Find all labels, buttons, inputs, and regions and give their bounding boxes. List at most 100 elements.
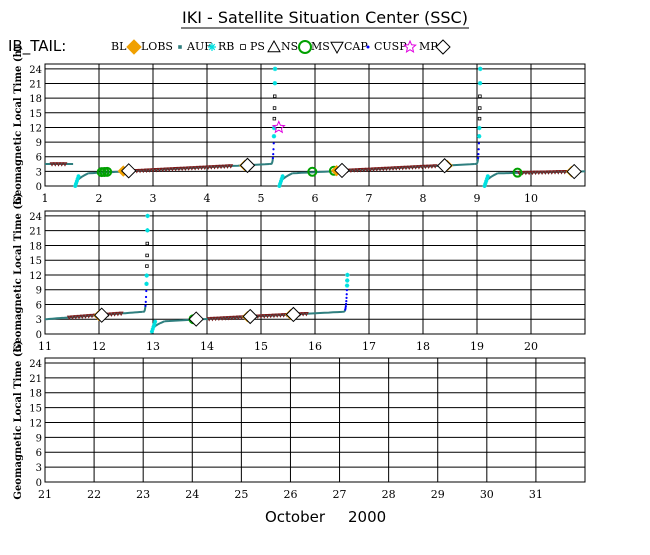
ms-point bbox=[112, 312, 118, 317]
legend-label-auf: AUF bbox=[186, 40, 212, 53]
auf-point bbox=[278, 181, 283, 186]
rb-point bbox=[145, 241, 149, 246]
auf-point bbox=[477, 125, 482, 131]
ms-point bbox=[390, 166, 396, 171]
ms-point bbox=[348, 168, 354, 173]
ms-point bbox=[546, 170, 551, 175]
ms-point bbox=[59, 162, 65, 167]
ms-point bbox=[76, 314, 82, 320]
ms-point bbox=[195, 165, 201, 171]
ms-point bbox=[206, 317, 212, 322]
ms-point bbox=[268, 313, 274, 319]
x-tick-label: 12 bbox=[92, 340, 106, 353]
cap-point bbox=[477, 148, 480, 151]
auf-point bbox=[144, 273, 149, 278]
ms-point bbox=[387, 166, 393, 171]
cap-point bbox=[345, 299, 348, 303]
ms-point bbox=[258, 314, 264, 319]
y-tick-label: 3 bbox=[36, 167, 42, 178]
x-tick-label: 31 bbox=[529, 488, 543, 501]
mp-marker bbox=[566, 163, 582, 180]
footer-year: 2000 bbox=[348, 508, 386, 526]
x-tick-label: 11 bbox=[38, 340, 52, 353]
ms-point bbox=[303, 311, 309, 317]
markers bbox=[96, 120, 582, 180]
ms-point bbox=[192, 166, 198, 171]
y-tick-label: 12 bbox=[29, 123, 42, 134]
auf-point bbox=[76, 174, 81, 179]
legend-symbol-ms bbox=[330, 41, 344, 55]
ms-point bbox=[229, 315, 235, 321]
cap-point bbox=[144, 304, 147, 307]
page-title: IKI - Satellite Situation Center (SSC) bbox=[182, 8, 468, 27]
cap-point bbox=[477, 153, 480, 156]
y-tick-label: 9 bbox=[36, 286, 42, 297]
ms-point bbox=[218, 164, 224, 170]
ms-point bbox=[526, 170, 532, 176]
ms-point bbox=[371, 167, 377, 172]
legend-label-rb: RB bbox=[218, 40, 234, 53]
ms-point bbox=[163, 167, 169, 172]
y-axis-label: Geomagnetic Local Time (h) bbox=[13, 193, 24, 352]
orbit-1 bbox=[45, 162, 74, 167]
ms-point bbox=[261, 314, 267, 319]
x-tick-label: 14 bbox=[200, 340, 214, 353]
panel-3: 0 3 6 9 12 15 18 21 24 21 22 23 24 25 26 27 28 29 30 31 Geom… bbox=[13, 340, 586, 501]
ms-point bbox=[559, 170, 564, 175]
y-tick-label: 21 bbox=[29, 374, 42, 385]
ms-point bbox=[271, 313, 277, 319]
auf-point bbox=[279, 176, 284, 181]
y-tick-label: 9 bbox=[36, 138, 42, 149]
auf-point bbox=[272, 66, 278, 72]
mp-marker bbox=[334, 162, 350, 179]
auf-point bbox=[478, 66, 483, 72]
x-tick-label: 4 bbox=[204, 192, 211, 205]
legend-symbol-ps bbox=[267, 39, 281, 53]
ms-point bbox=[549, 170, 555, 175]
cap-point bbox=[271, 156, 275, 160]
ms-point bbox=[216, 316, 222, 321]
ms-point bbox=[176, 166, 182, 172]
rb-point bbox=[145, 264, 149, 268]
y-tick-label: 0 bbox=[36, 182, 42, 193]
ms-point bbox=[49, 162, 55, 167]
rb-point bbox=[477, 116, 482, 121]
auf-point bbox=[484, 176, 489, 181]
ms-point bbox=[70, 315, 75, 320]
auf-point bbox=[277, 184, 282, 188]
mp-marker bbox=[436, 158, 453, 174]
x-tick-label: 13 bbox=[146, 340, 160, 353]
ms-point bbox=[562, 170, 568, 175]
cap-point bbox=[345, 289, 349, 292]
ms-point bbox=[374, 167, 380, 172]
legend-symbol-mp bbox=[435, 39, 451, 55]
legend-symbol-lobs bbox=[178, 45, 182, 49]
auf-point bbox=[272, 80, 278, 86]
ms-point bbox=[173, 167, 179, 172]
ms-point bbox=[277, 313, 283, 318]
auf-point bbox=[145, 213, 150, 219]
ms-point bbox=[179, 166, 185, 172]
orbit-rise-high bbox=[269, 157, 274, 165]
ms-point bbox=[265, 314, 270, 319]
ms-point bbox=[225, 164, 230, 169]
ms-point bbox=[539, 170, 545, 175]
rb-point bbox=[145, 253, 149, 258]
auf-point bbox=[152, 322, 157, 327]
x-tick-label: 10 bbox=[524, 192, 538, 205]
ms-point bbox=[137, 168, 143, 174]
ms-point bbox=[555, 170, 561, 175]
ms-point bbox=[221, 164, 227, 169]
y-axis-label: Geomagnetic Local Time (h) bbox=[13, 340, 24, 499]
ms-point bbox=[86, 314, 92, 319]
auf-point bbox=[345, 272, 350, 278]
cusp-marker bbox=[271, 120, 286, 134]
x-tick-label: 16 bbox=[308, 340, 322, 353]
x-tick-label: 29 bbox=[431, 488, 445, 501]
auf-point bbox=[483, 181, 488, 186]
legend-symbol-cap bbox=[366, 45, 370, 49]
ms-point bbox=[199, 165, 205, 171]
auf-point bbox=[73, 184, 78, 188]
y-tick-label: 24 bbox=[29, 359, 42, 370]
